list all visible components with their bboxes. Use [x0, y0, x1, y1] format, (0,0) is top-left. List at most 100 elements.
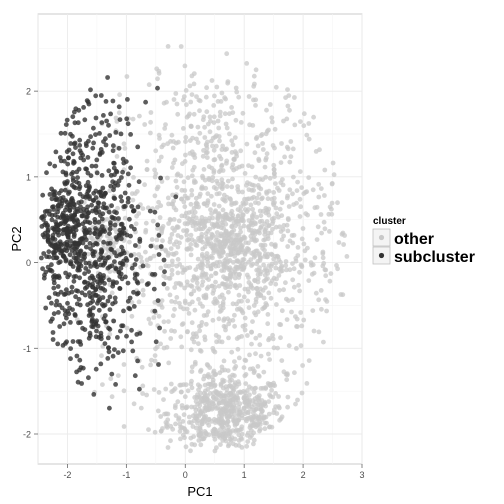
- data-point: [62, 312, 68, 318]
- data-point: [177, 428, 183, 434]
- data-point: [246, 280, 252, 285]
- data-point: [244, 141, 250, 147]
- data-point: [183, 152, 188, 158]
- data-point: [212, 448, 218, 454]
- data-point: [256, 158, 262, 164]
- data-point: [189, 192, 195, 198]
- data-point: [65, 215, 71, 221]
- data-point: [49, 268, 55, 274]
- data-point: [194, 136, 199, 142]
- data-point: [285, 103, 291, 109]
- data-point: [55, 206, 61, 212]
- data-point: [211, 185, 217, 190]
- data-point: [56, 273, 62, 279]
- data-point: [149, 237, 155, 242]
- data-point: [99, 216, 105, 222]
- data-point: [190, 424, 196, 429]
- data-point: [151, 286, 157, 292]
- data-point: [226, 289, 231, 295]
- data-point: [135, 280, 141, 286]
- data-point: [299, 323, 305, 329]
- data-point: [210, 317, 216, 323]
- data-point: [285, 87, 290, 92]
- data-point: [115, 205, 120, 211]
- data-point: [133, 257, 139, 262]
- data-point: [197, 98, 203, 104]
- data-point: [104, 255, 110, 261]
- data-point: [242, 235, 248, 241]
- data-point: [120, 348, 126, 354]
- data-point: [78, 204, 83, 210]
- y-tick-label: -2: [23, 430, 31, 440]
- data-point: [301, 123, 307, 129]
- data-point: [125, 196, 131, 201]
- data-point: [252, 231, 258, 237]
- data-point: [187, 265, 193, 270]
- data-point: [323, 273, 329, 279]
- data-point: [214, 230, 220, 235]
- data-point: [170, 225, 176, 231]
- data-point: [227, 400, 233, 405]
- data-point: [64, 149, 70, 155]
- data-point: [165, 195, 171, 201]
- data-point: [119, 221, 125, 227]
- data-point: [164, 421, 170, 427]
- data-point: [256, 373, 261, 378]
- data-point: [239, 410, 244, 415]
- data-point: [193, 201, 199, 207]
- data-point: [185, 388, 191, 394]
- data-point: [230, 142, 236, 148]
- data-point: [274, 211, 280, 217]
- data-point: [284, 296, 289, 302]
- data-point: [224, 51, 230, 57]
- data-point: [204, 251, 210, 256]
- data-point: [109, 290, 115, 296]
- data-point: [110, 281, 116, 286]
- data-point: [206, 374, 212, 380]
- data-point: [283, 263, 289, 268]
- data-point: [67, 252, 73, 258]
- data-point: [197, 328, 203, 334]
- data-point: [259, 218, 265, 224]
- data-point: [211, 368, 217, 374]
- data-point: [202, 337, 208, 343]
- data-point: [47, 211, 52, 217]
- data-point: [126, 182, 132, 188]
- data-point: [206, 417, 212, 423]
- data-point: [152, 429, 158, 435]
- data-point: [109, 394, 115, 400]
- x-tick-label: -1: [122, 470, 130, 480]
- data-point: [71, 241, 77, 246]
- data-point: [151, 253, 157, 259]
- data-point: [200, 175, 206, 181]
- data-point: [83, 166, 88, 172]
- data-point: [294, 188, 300, 194]
- data-point: [113, 115, 119, 121]
- data-point: [220, 168, 226, 173]
- data-point: [121, 388, 127, 394]
- data-point: [193, 195, 199, 201]
- data-point: [285, 394, 291, 400]
- data-point: [253, 335, 259, 341]
- data-point: [140, 263, 146, 269]
- data-point: [68, 141, 74, 146]
- data-point: [110, 148, 116, 154]
- data-point: [134, 291, 140, 297]
- data-point: [49, 300, 54, 306]
- data-point: [293, 401, 298, 407]
- data-point: [262, 232, 268, 238]
- data-point: [191, 288, 197, 294]
- data-point: [91, 277, 97, 283]
- y-tick-label: 0: [26, 258, 31, 268]
- data-point: [257, 422, 263, 427]
- data-point: [207, 215, 212, 221]
- data-point: [98, 147, 104, 152]
- data-point: [213, 372, 218, 377]
- data-point: [137, 386, 142, 392]
- data-point: [327, 278, 333, 284]
- data-point: [272, 407, 277, 413]
- data-point: [176, 415, 182, 421]
- data-point: [57, 259, 63, 265]
- data-point: [206, 164, 212, 170]
- data-point: [115, 182, 121, 188]
